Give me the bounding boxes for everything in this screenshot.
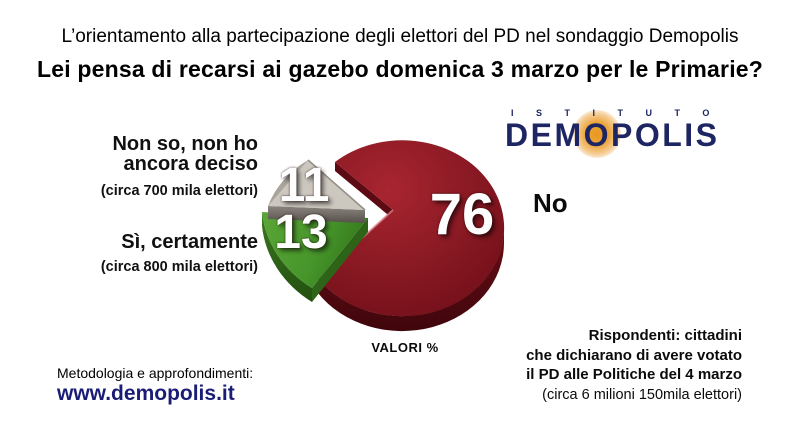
pie-value-undecided: 11	[278, 159, 330, 212]
label-no: No	[533, 188, 568, 218]
pie-chart: 76 13 11	[250, 112, 560, 342]
demopolis-logo: ISTITUTO DEMOPOLIS	[505, 108, 753, 158]
values-unit-label: VALORI %	[371, 340, 439, 355]
pie-value-yes: 13	[274, 206, 328, 259]
label-yes: Sì, certamente	[121, 231, 258, 253]
label-undecided-line2: ancora deciso	[123, 153, 258, 175]
chart-subtitle: L’orientamento alla partecipazione degli…	[61, 26, 739, 47]
respondents-note: Rispondenti: cittadini che dichiarano di…	[422, 326, 742, 405]
chart-question-title: Lei pensa di recarsi ai gazebo domenica …	[36, 56, 764, 82]
pie-slice-undecided	[268, 159, 366, 223]
pie-slice-yes	[262, 212, 368, 302]
logo-orange-dot	[573, 110, 621, 158]
label-undecided-electorate: (circa 700 mila elettori)	[100, 183, 258, 199]
respondents-line1: Rispondenti: cittadini	[588, 327, 742, 344]
respondents-line3: il PD alle Politiche del 4 marzo	[526, 366, 742, 383]
respondents-line2: che dichiarano di avere votato	[526, 346, 742, 364]
logo-name-text: DEMOPOLIS	[505, 117, 720, 153]
label-undecided-line1: Non so, non ho	[112, 133, 258, 155]
pie-chart-svg	[262, 140, 505, 332]
label-yes-electorate: (circa 800 mila elettori)	[100, 259, 258, 275]
respondents-line4: (circa 6 milioni 150mila elettori)	[542, 386, 742, 403]
methodology-label: Metodologia e approfondimenti:	[57, 365, 254, 381]
website-link[interactable]: www.demopolis.it	[57, 382, 235, 405]
label-undecided: Non so, non ho ancora deciso	[0, 134, 258, 174]
logo-institute-text: ISTITUTO	[511, 108, 732, 118]
pie-value-no: 76	[429, 182, 495, 247]
